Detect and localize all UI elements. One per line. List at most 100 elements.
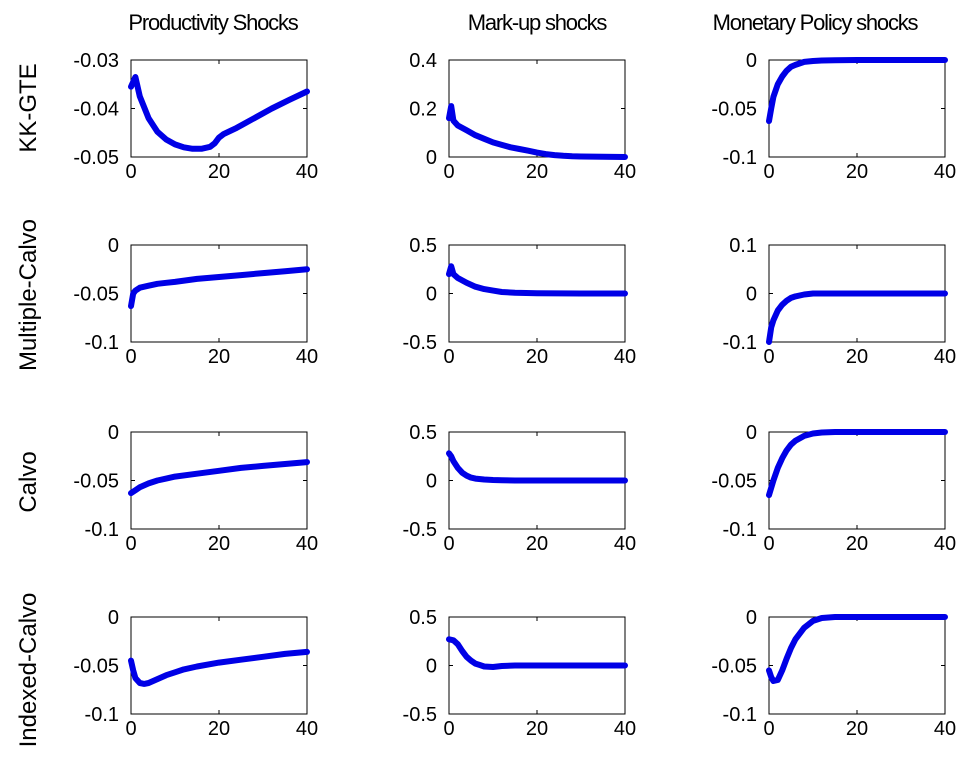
y-tick-label: -0.1 <box>723 704 757 726</box>
y-tick-label: -0.05 <box>711 656 757 678</box>
column-title-markup: Mark-up shocks <box>468 10 608 35</box>
x-tick-label: 40 <box>296 161 318 183</box>
panel-r0-c2: 0 20 40 -0.1 -0.05 0 <box>711 50 956 183</box>
x-tick-label: 20 <box>846 718 868 740</box>
irf-line <box>766 57 948 125</box>
y-tick-label: -0.1 <box>723 147 757 169</box>
y-tick-label: -0.5 <box>403 704 437 726</box>
irf-line <box>446 636 628 670</box>
x-tick-label: 40 <box>934 161 956 183</box>
x-tick-label: 20 <box>846 161 868 183</box>
y-tick-label: -0.04 <box>73 99 119 121</box>
panel-r0-c0: 0 20 40 -0.05 -0.04 -0.03 <box>73 50 318 183</box>
panel-r3-c0: 0 20 40 -0.1 -0.05 0 <box>73 607 318 740</box>
y-tick-label: -0.05 <box>73 656 119 678</box>
x-tick-label: 0 <box>443 346 454 368</box>
panel-r3-c1: 0 20 40 -0.5 0 0.5 <box>403 607 637 740</box>
panel-r2-c1: 0 20 40 -0.5 0 0.5 <box>403 422 637 555</box>
panels: 0 20 40 -0.05 -0.04 -0.03 0 20 40 0 0.2 0.4 0 20 40 -0.… <box>73 50 956 740</box>
x-tick-label: 0 <box>763 533 774 555</box>
y-tick-label: 0.1 <box>729 235 757 257</box>
axes-box <box>768 59 946 158</box>
x-tick-label: 20 <box>208 533 230 555</box>
y-tick-label: 0.2 <box>409 99 437 121</box>
x-tick-label: 20 <box>208 346 230 368</box>
column-title-monetary: Monetary Policy shocks <box>713 10 919 35</box>
x-tick-label: 0 <box>443 161 454 183</box>
x-tick-label: 20 <box>846 346 868 368</box>
axes-box <box>768 616 946 715</box>
row-label-calvo: Calvo <box>15 451 42 512</box>
y-tick-label: 0.5 <box>409 422 437 444</box>
row-label-indexed-calvo: Indexed-Calvo <box>15 593 42 748</box>
y-tick-label: 0.5 <box>409 607 437 629</box>
y-tick-label: 0 <box>746 50 757 72</box>
axes-box <box>768 431 946 530</box>
y-tick-label: -0.5 <box>403 332 437 354</box>
y-tick-label: -0.1 <box>723 332 757 354</box>
y-tick-label: -0.1 <box>85 519 119 541</box>
x-tick-label: 0 <box>443 718 454 740</box>
x-tick-label: 20 <box>526 346 548 368</box>
y-tick-label: 0.4 <box>409 50 437 72</box>
row-label-multiple-calvo: Multiple-Calvo <box>15 219 42 371</box>
x-tick-label: 40 <box>614 533 636 555</box>
y-tick-label: -0.05 <box>711 99 757 121</box>
y-tick-label: 0 <box>426 471 437 493</box>
y-tick-label: -0.05 <box>73 284 119 306</box>
x-tick-label: 40 <box>614 346 636 368</box>
x-tick-label: 40 <box>296 718 318 740</box>
irf-line <box>128 459 310 497</box>
y-tick-label: 0 <box>746 607 757 629</box>
y-tick-label: -0.1 <box>85 704 119 726</box>
x-tick-label: 0 <box>763 346 774 368</box>
y-tick-label: 0 <box>108 235 119 257</box>
irf-line <box>766 429 948 499</box>
x-tick-label: 0 <box>443 533 454 555</box>
y-tick-label: -0.03 <box>73 50 119 72</box>
x-tick-label: 40 <box>934 346 956 368</box>
irf-line <box>128 266 310 310</box>
x-tick-label: 20 <box>526 161 548 183</box>
y-tick-label: 0 <box>746 284 757 306</box>
panel-r2-c2: 0 20 40 -0.1 -0.05 0 <box>711 422 956 555</box>
x-tick-label: 40 <box>614 718 636 740</box>
irf-line <box>766 614 948 684</box>
y-tick-label: -0.05 <box>73 471 119 493</box>
y-tick-label: 0 <box>426 147 437 169</box>
y-tick-label: 0 <box>108 422 119 444</box>
y-tick-label: 0 <box>426 284 437 306</box>
irf-line <box>446 450 628 484</box>
y-tick-label: -0.05 <box>711 471 757 493</box>
y-tick-label: 0 <box>426 656 437 678</box>
x-tick-label: 40 <box>934 533 956 555</box>
x-tick-label: 0 <box>125 718 136 740</box>
irf-line <box>128 648 310 687</box>
irf-line <box>766 290 948 345</box>
irf-line <box>128 74 310 152</box>
x-tick-label: 0 <box>125 161 136 183</box>
x-tick-label: 20 <box>846 533 868 555</box>
x-tick-label: 40 <box>296 533 318 555</box>
panel-r0-c1: 0 20 40 0 0.2 0.4 <box>409 50 636 183</box>
y-tick-label: 0 <box>108 607 119 629</box>
x-tick-label: 0 <box>125 533 136 555</box>
axes-box <box>130 244 308 343</box>
row-labels: KK-GTE Multiple-Calvo Calvo Indexed-Calv… <box>15 63 42 747</box>
y-tick-label: -0.1 <box>723 519 757 541</box>
column-title-productivity: Productivity Shocks <box>128 10 298 35</box>
row-label-kk-gte: KK-GTE <box>15 63 42 152</box>
y-tick-label: 0 <box>746 422 757 444</box>
x-tick-label: 0 <box>763 718 774 740</box>
panel-r2-c0: 0 20 40 -0.1 -0.05 0 <box>73 422 318 555</box>
y-tick-label: -0.1 <box>85 332 119 354</box>
panel-r1-c1: 0 20 40 -0.5 0 0.5 <box>403 235 637 368</box>
panel-r1-c0: 0 20 40 -0.1 -0.05 0 <box>73 235 318 368</box>
irf-line <box>446 103 628 160</box>
panel-r3-c2: 0 20 40 -0.1 -0.05 0 <box>711 607 956 740</box>
x-tick-label: 40 <box>934 718 956 740</box>
x-tick-label: 20 <box>208 161 230 183</box>
column-titles: Productivity Shocks Mark-up shocks Monet… <box>128 10 919 35</box>
y-tick-label: 0.5 <box>409 235 437 257</box>
